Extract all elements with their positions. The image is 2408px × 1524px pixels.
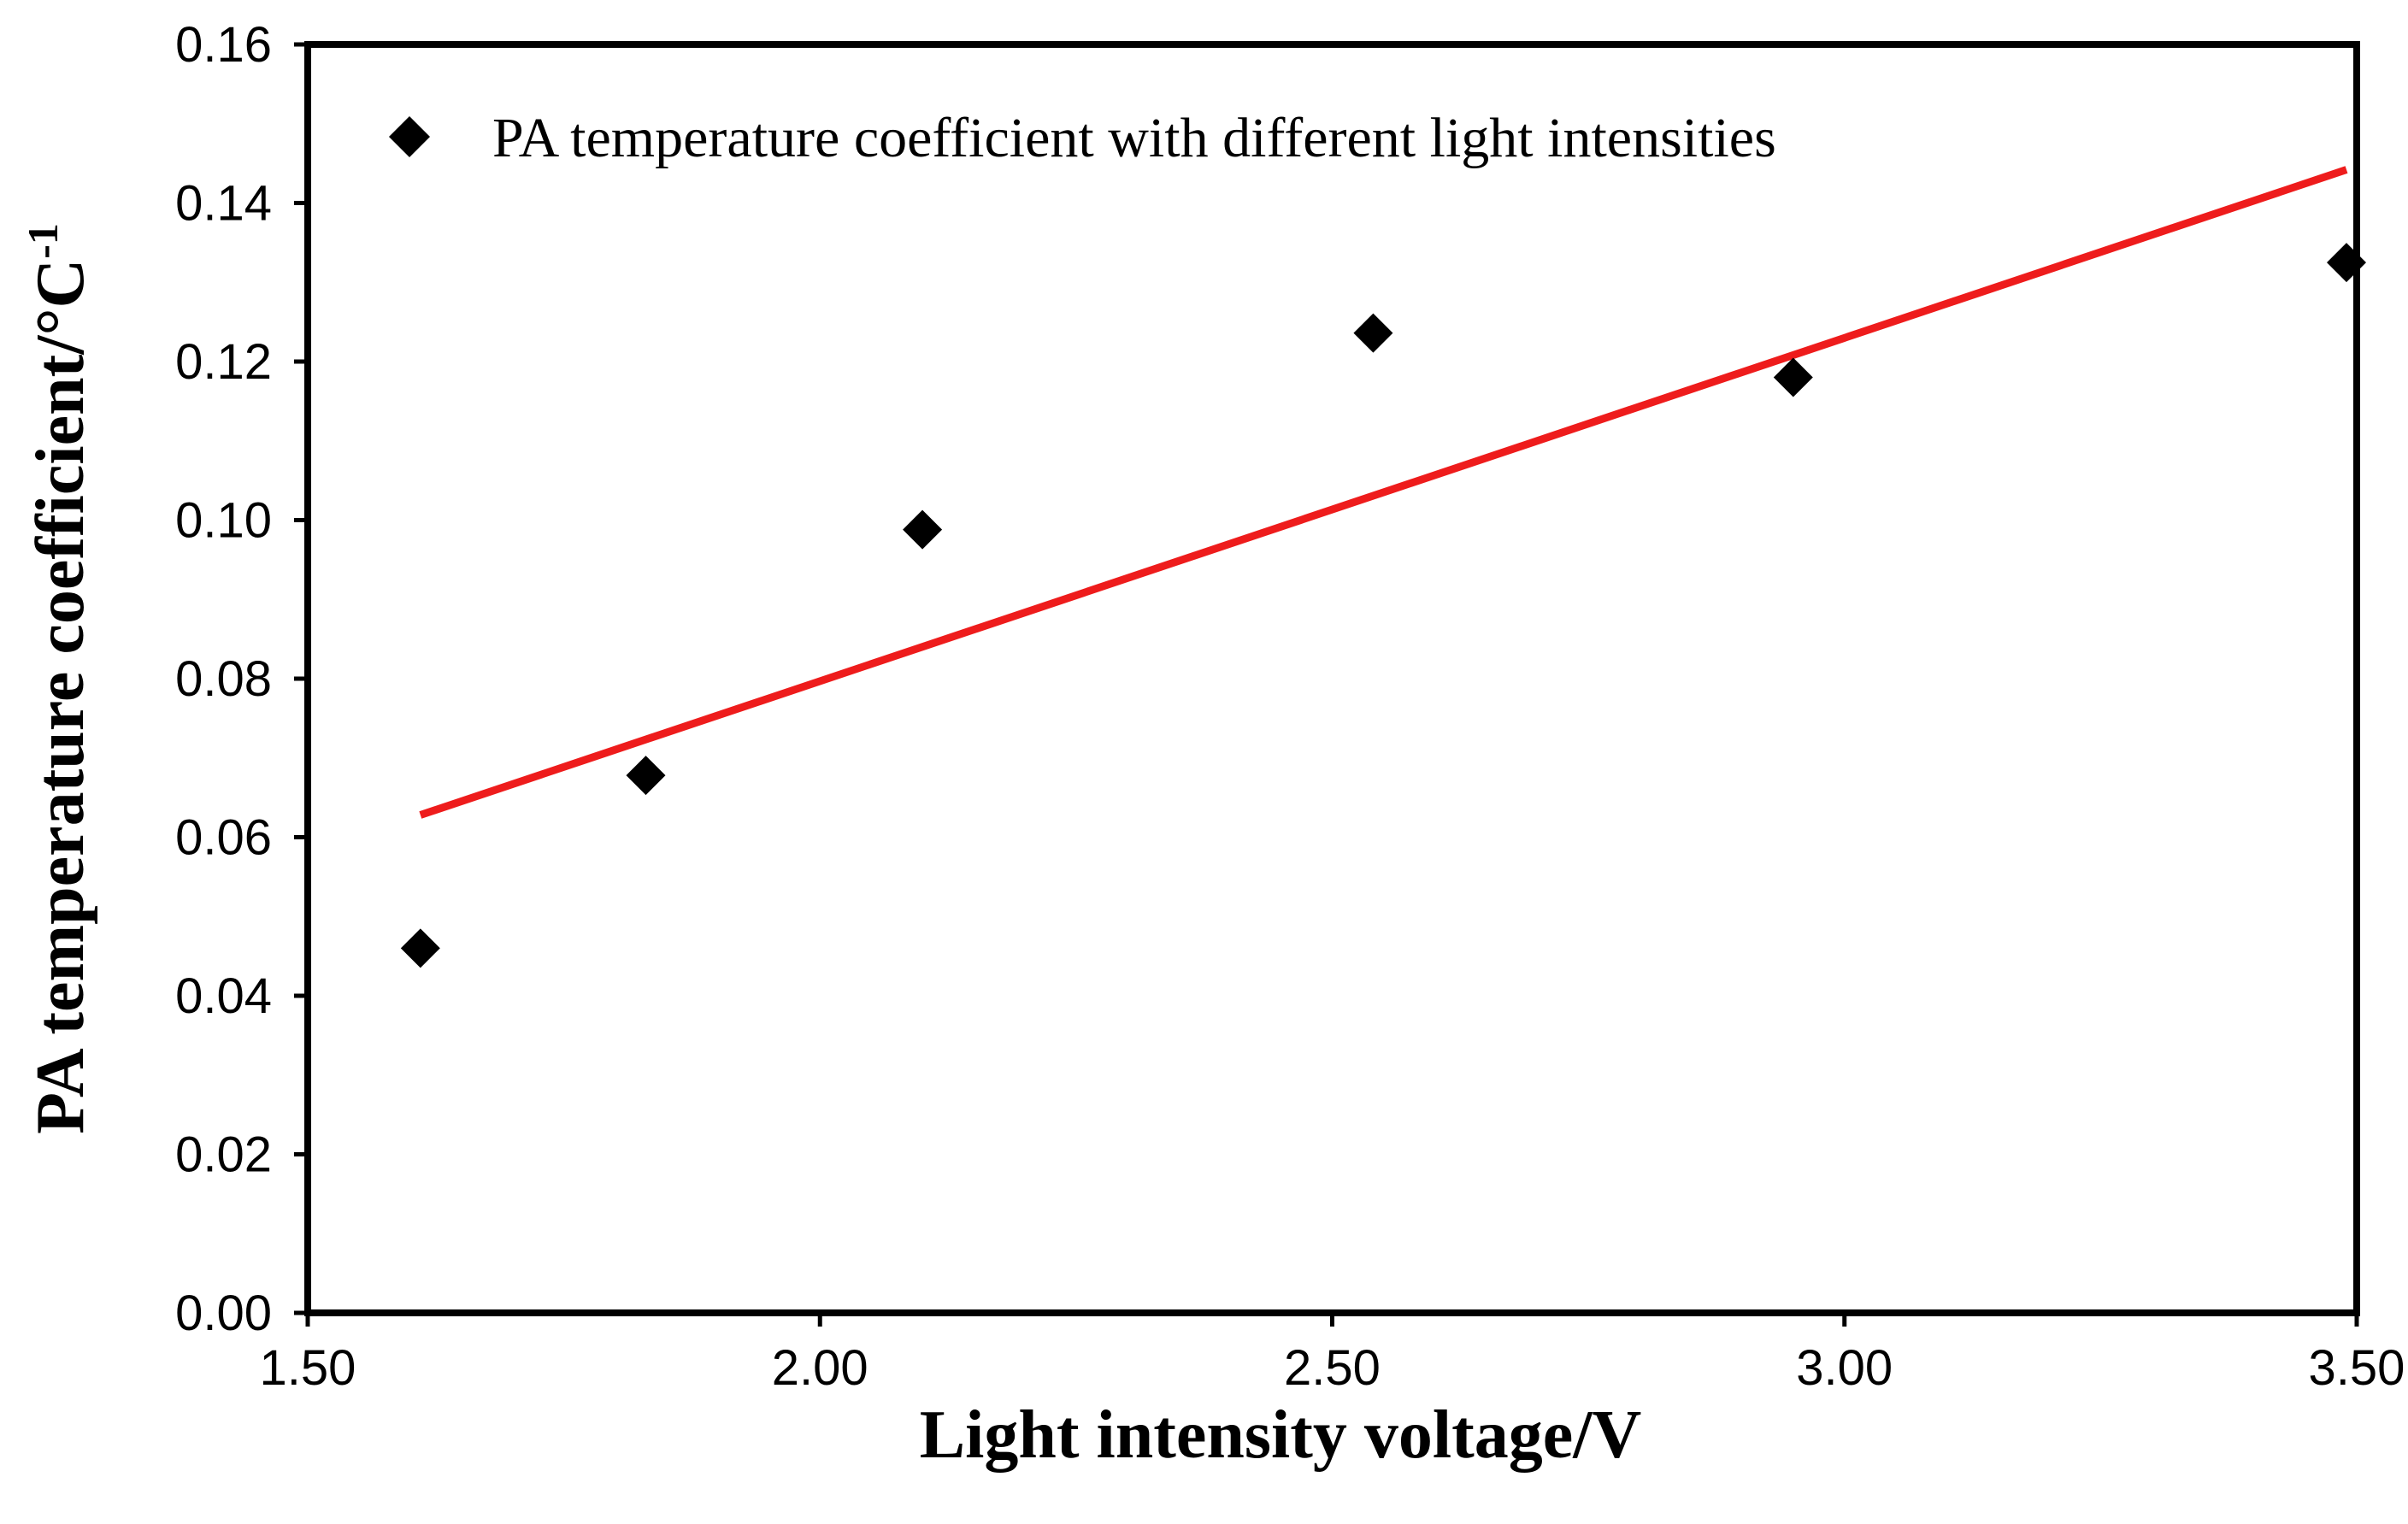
data-point-diamond bbox=[1773, 357, 1813, 397]
y-tick-label: 0.02 bbox=[175, 1127, 272, 1183]
y-tick-label: 0.14 bbox=[175, 176, 272, 232]
data-point-diamond bbox=[2327, 243, 2367, 283]
y-tick-label: 0.06 bbox=[175, 810, 272, 866]
y-axis-title-main: PA temperature coefficient/°C bbox=[23, 259, 98, 1134]
legend-diamond-marker bbox=[389, 116, 430, 157]
y-tick-label: 0.08 bbox=[175, 651, 272, 707]
y-axis-ticks: 0.00 0.02 0.04 0.06 0.08 0.10 0.12 0.14 0.16 bbox=[175, 17, 308, 1341]
x-tick-label: 2.50 bbox=[1284, 1340, 1381, 1396]
x-tick-label: 3.50 bbox=[2309, 1340, 2405, 1396]
data-point-diamond bbox=[1353, 313, 1393, 353]
data-point-diamond bbox=[626, 756, 666, 796]
y-tick-label: 0.00 bbox=[175, 1286, 272, 1341]
legend: PA temperature coefficient with differen… bbox=[389, 107, 1776, 169]
plot-area-frame bbox=[304, 41, 2360, 1316]
x-tick-label: 2.00 bbox=[772, 1340, 868, 1396]
y-tick-label: 0.12 bbox=[175, 334, 272, 390]
y-tick-label: 0.10 bbox=[175, 493, 272, 549]
y-tick-label: 0.16 bbox=[175, 17, 272, 73]
y-axis-title-superscript: -1 bbox=[19, 223, 67, 259]
data-point-diamond bbox=[400, 928, 440, 968]
y-tick-label: 0.04 bbox=[175, 968, 272, 1024]
x-axis-ticks: 1.50 2.00 2.50 3.00 3.50 bbox=[260, 1313, 2405, 1396]
legend-label: PA temperature coefficient with differen… bbox=[492, 107, 1776, 169]
data-point-diamond bbox=[903, 509, 943, 550]
x-axis-title: Light intensity voltage/V bbox=[920, 1397, 1641, 1473]
y-axis-title: PA temperature coefficient/°C-1 bbox=[19, 223, 98, 1134]
linear-trendline bbox=[419, 166, 2348, 819]
x-tick-label: 1.50 bbox=[260, 1340, 356, 1396]
x-tick-label: 3.00 bbox=[1796, 1340, 1893, 1396]
data-points bbox=[400, 243, 2367, 968]
